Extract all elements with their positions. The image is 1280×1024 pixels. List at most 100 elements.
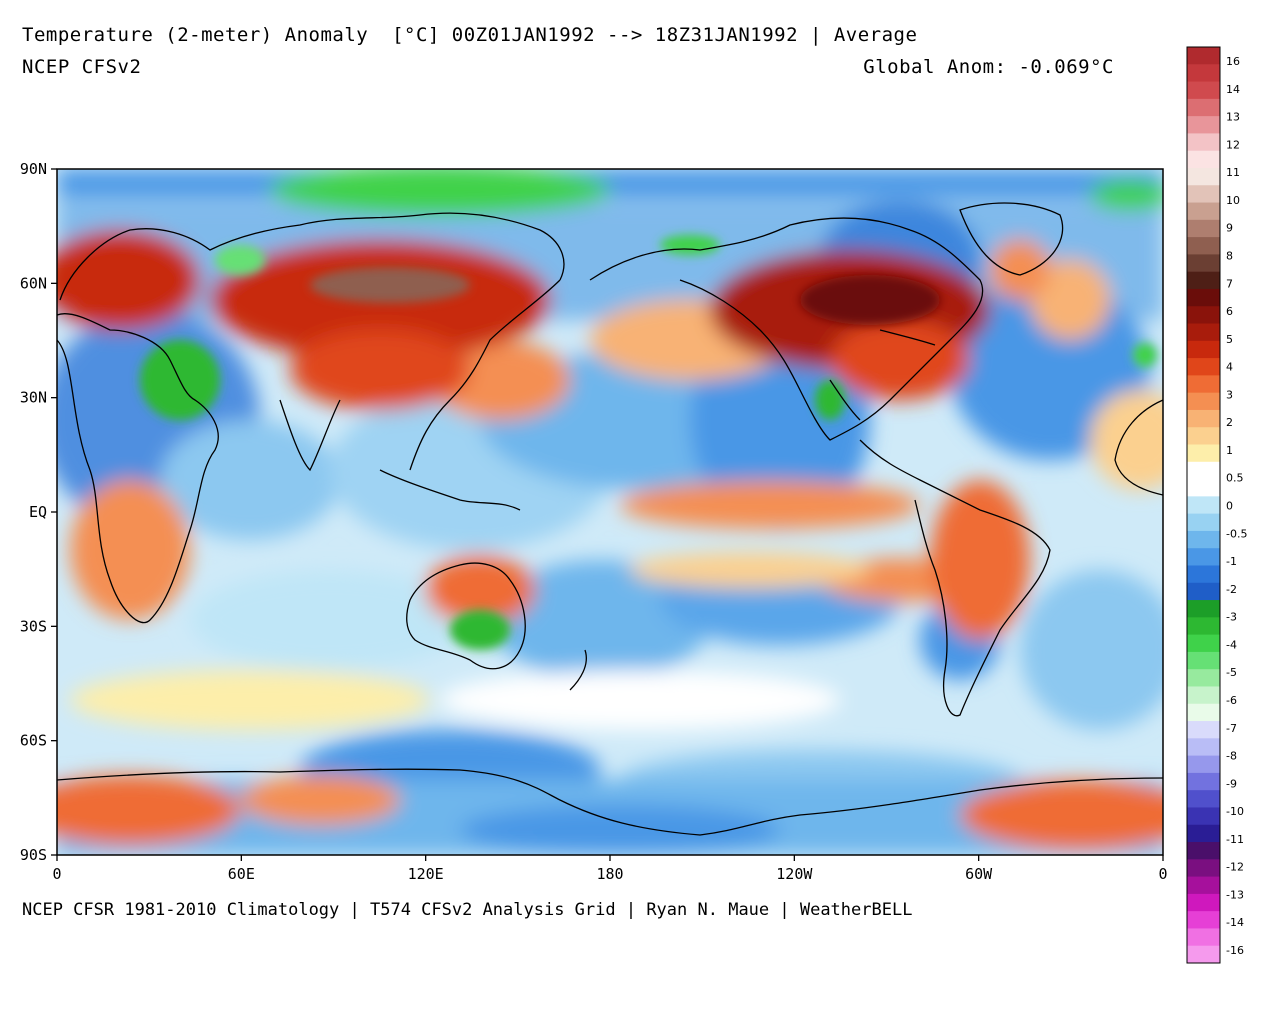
colorbar-swatch — [1187, 911, 1220, 929]
coastlines — [57, 202, 1163, 836]
lat-tick-label: 60S — [20, 732, 47, 750]
colorbar-label: 6 — [1226, 305, 1233, 318]
colorbar-label: -0.5 — [1226, 527, 1247, 540]
colorbar: 16 14 13 12 11 10 9 8 7 6 5 4 3 2 1 0.5 0 -0.5 -1 -2 -3 -4 -5 -… — [1186, 46, 1247, 964]
colorbar-swatch — [1187, 98, 1220, 117]
colorbar-swatch — [1187, 375, 1220, 394]
colorbar-swatch — [1187, 409, 1220, 428]
colorbar-label: -10 — [1226, 805, 1244, 818]
lon-tick-label: 0 — [52, 865, 61, 883]
colorbar-label: -2 — [1226, 583, 1237, 596]
colorbar-swatch — [1187, 548, 1220, 566]
model-name: NCEP CFSv2 — [22, 56, 142, 78]
lat-tick-label: EQ — [29, 503, 47, 521]
colorbar-swatch — [1187, 185, 1220, 204]
colorbar-swatch — [1187, 340, 1220, 359]
colorbar-swatch — [1187, 893, 1220, 912]
colorbar-label: 16 — [1226, 55, 1240, 68]
colorbar-label: -9 — [1226, 777, 1237, 790]
lon-tick-label: 0 — [1158, 865, 1167, 883]
colorbar-swatch — [1187, 444, 1220, 463]
colorbar-swatch — [1187, 600, 1220, 618]
colorbar-label: 8 — [1226, 249, 1233, 262]
colorbar-swatch — [1187, 237, 1220, 255]
colorbar-label: -11 — [1226, 833, 1244, 846]
colorbar-label: -7 — [1226, 722, 1237, 735]
colorbar-label: 2 — [1226, 416, 1233, 429]
colorbar-label: 0 — [1226, 500, 1233, 513]
colorbar-swatch — [1187, 288, 1220, 307]
colorbar-label: -13 — [1226, 888, 1244, 901]
colorbar-swatch — [1187, 772, 1220, 791]
colorbar-swatch — [1187, 392, 1220, 411]
colorbar-label: 9 — [1226, 222, 1233, 235]
colorbar-swatch — [1187, 202, 1220, 221]
latitude-axis: 90N 60N 30N EQ 30S 60S 90S — [20, 160, 57, 864]
lat-tick-label: 90N — [20, 160, 47, 178]
colorbar-swatch — [1187, 842, 1220, 860]
colorbar-swatch — [1187, 824, 1220, 843]
colorbar-swatch — [1187, 651, 1220, 670]
credits-footer: NCEP CFSR 1981-2010 Climatology | T574 C… — [22, 900, 913, 920]
colorbar-label: 4 — [1226, 361, 1233, 374]
colorbar-label: 7 — [1226, 277, 1233, 290]
colorbar-swatch — [1187, 790, 1220, 808]
colorbar-label: -14 — [1226, 916, 1244, 929]
colorbar-label: 0.5 — [1226, 472, 1244, 485]
lat-tick-label: 30S — [20, 617, 47, 635]
colorbar-label: -12 — [1226, 861, 1244, 874]
colorbar-label: 14 — [1226, 83, 1240, 96]
colorbar-swatch — [1187, 254, 1220, 273]
colorbar-swatch — [1187, 271, 1220, 290]
colorbar-swatch — [1187, 721, 1220, 739]
colorbar-label: -3 — [1226, 611, 1237, 624]
map-title: Temperature (2-meter) Anomaly [°C] 00Z01… — [22, 24, 918, 46]
anomaly-field — [57, 169, 1163, 855]
colorbar-swatch — [1187, 565, 1220, 584]
colorbar-label: -8 — [1226, 750, 1237, 763]
longitude-axis: 0 60E 120E 180 120W 60W 0 — [52, 855, 1168, 883]
colorbar-swatch — [1187, 306, 1220, 325]
colorbar-label: 3 — [1226, 388, 1233, 401]
lon-tick-label: 60E — [228, 865, 255, 883]
colorbar-swatch — [1187, 461, 1220, 480]
lon-tick-label: 60W — [965, 865, 993, 883]
lat-tick-label: 30N — [20, 389, 47, 407]
colorbar-swatch — [1187, 323, 1220, 342]
colorbar-label: 10 — [1226, 194, 1240, 207]
colorbar-swatch — [1187, 634, 1220, 653]
colorbar-label: 5 — [1226, 333, 1233, 346]
lon-tick-label: 180 — [596, 865, 623, 883]
colorbar-swatch — [1187, 64, 1220, 83]
colorbar-frame — [1186, 46, 1221, 964]
lon-tick-label: 120E — [408, 865, 444, 883]
colorbar-swatch — [1187, 945, 1220, 964]
colorbar-label: -5 — [1226, 666, 1237, 679]
colorbar-swatch — [1187, 219, 1220, 238]
colorbar-label: -1 — [1226, 555, 1237, 568]
colorbar-swatch — [1187, 47, 1220, 65]
colorbar-swatch — [1187, 807, 1220, 826]
colorbar-label: -16 — [1226, 944, 1244, 957]
lat-tick-label: 60N — [20, 274, 47, 292]
colorbar-swatch — [1187, 686, 1220, 705]
colorbar-swatch — [1187, 617, 1220, 636]
colorbar-swatch — [1187, 81, 1220, 100]
colorbar-swatch — [1187, 150, 1220, 169]
colorbar-swatch — [1187, 479, 1220, 497]
colorbar-label: 1 — [1226, 444, 1233, 457]
colorbar-swatch — [1187, 703, 1220, 722]
colorbar-swatch — [1187, 496, 1220, 515]
global-anomaly: Global Anom: -0.069°C — [863, 56, 1114, 78]
colorbar-swatch — [1187, 358, 1220, 376]
lat-tick-label: 90S — [20, 846, 47, 864]
colorbar-swatch — [1187, 859, 1220, 878]
colorbar-label: 11 — [1226, 166, 1240, 179]
colorbar-label: -4 — [1226, 638, 1237, 651]
colorbar-swatch — [1187, 669, 1220, 687]
colorbar-swatch — [1187, 133, 1220, 152]
colorbar-swatch — [1187, 513, 1220, 532]
lon-tick-label: 120W — [776, 865, 813, 883]
colorbar-swatch — [1187, 427, 1220, 446]
